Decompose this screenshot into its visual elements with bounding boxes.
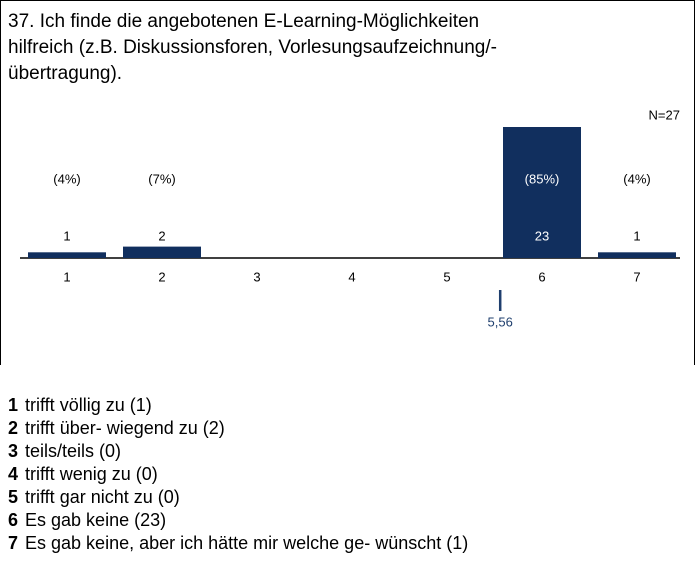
- legend-text: trifft über- wiegend zu (2): [25, 418, 225, 438]
- bar: [598, 252, 676, 258]
- chart-title: übertragung).: [8, 63, 122, 84]
- x-tick-label: 5: [443, 269, 450, 284]
- x-tick-label: 2: [158, 269, 165, 284]
- legend-text: trifft gar nicht zu (0): [25, 487, 180, 507]
- legend-item: 4 trifft wenig zu (0): [8, 464, 158, 484]
- bar: [28, 252, 106, 258]
- legend-text: trifft wenig zu (0): [25, 464, 158, 484]
- percent-label: (4%): [53, 171, 80, 186]
- legend-number: 5: [8, 487, 18, 507]
- bar: [503, 127, 581, 258]
- legend-item: 1 trifft völlig zu (1): [8, 395, 152, 415]
- legend-item: 2 trifft über- wiegend zu (2): [8, 418, 225, 438]
- value-label: 1: [633, 228, 640, 243]
- bar: [123, 246, 201, 258]
- legend-number: 4: [8, 464, 18, 484]
- mean-label: 5,56: [488, 314, 513, 329]
- legend-item: 6 Es gab keine (23): [8, 510, 166, 530]
- legend-text: teils/teils (0): [25, 441, 121, 461]
- x-tick-label: 3: [253, 269, 260, 284]
- legend-number: 3: [8, 441, 18, 461]
- legend-text: Es gab keine, aber ich hätte mir welche …: [25, 533, 468, 553]
- percent-label: (7%): [148, 171, 175, 186]
- legend-number: 6: [8, 510, 18, 530]
- percent-label: (85%): [525, 171, 560, 186]
- x-tick-label: 4: [348, 269, 355, 284]
- legend-item: 7 Es gab keine, aber ich hätte mir welche…: [8, 533, 468, 553]
- n-label: N=27: [649, 107, 680, 122]
- chart-title: 37. Ich finde die angebotenen E-Learning…: [8, 11, 479, 32]
- legend-number: 2: [8, 418, 18, 438]
- legend-text: trifft völlig zu (1): [25, 395, 152, 415]
- value-label: 1: [63, 228, 70, 243]
- x-tick-label: 1: [63, 269, 70, 284]
- legend-item: 5 trifft gar nicht zu (0): [8, 487, 180, 507]
- legend-number: 1: [8, 395, 18, 415]
- x-tick-label: 7: [633, 269, 640, 284]
- legend-item: 3 teils/teils (0): [8, 441, 121, 461]
- legend-text: Es gab keine (23): [25, 510, 166, 530]
- percent-label: (4%): [623, 171, 650, 186]
- x-tick-label: 6: [538, 269, 545, 284]
- legend-number: 7: [8, 533, 18, 553]
- chart-title: hilfreich (z.B. Diskussionsforen, Vorles…: [8, 37, 497, 58]
- value-label: 23: [535, 228, 549, 243]
- value-label: 2: [158, 228, 165, 243]
